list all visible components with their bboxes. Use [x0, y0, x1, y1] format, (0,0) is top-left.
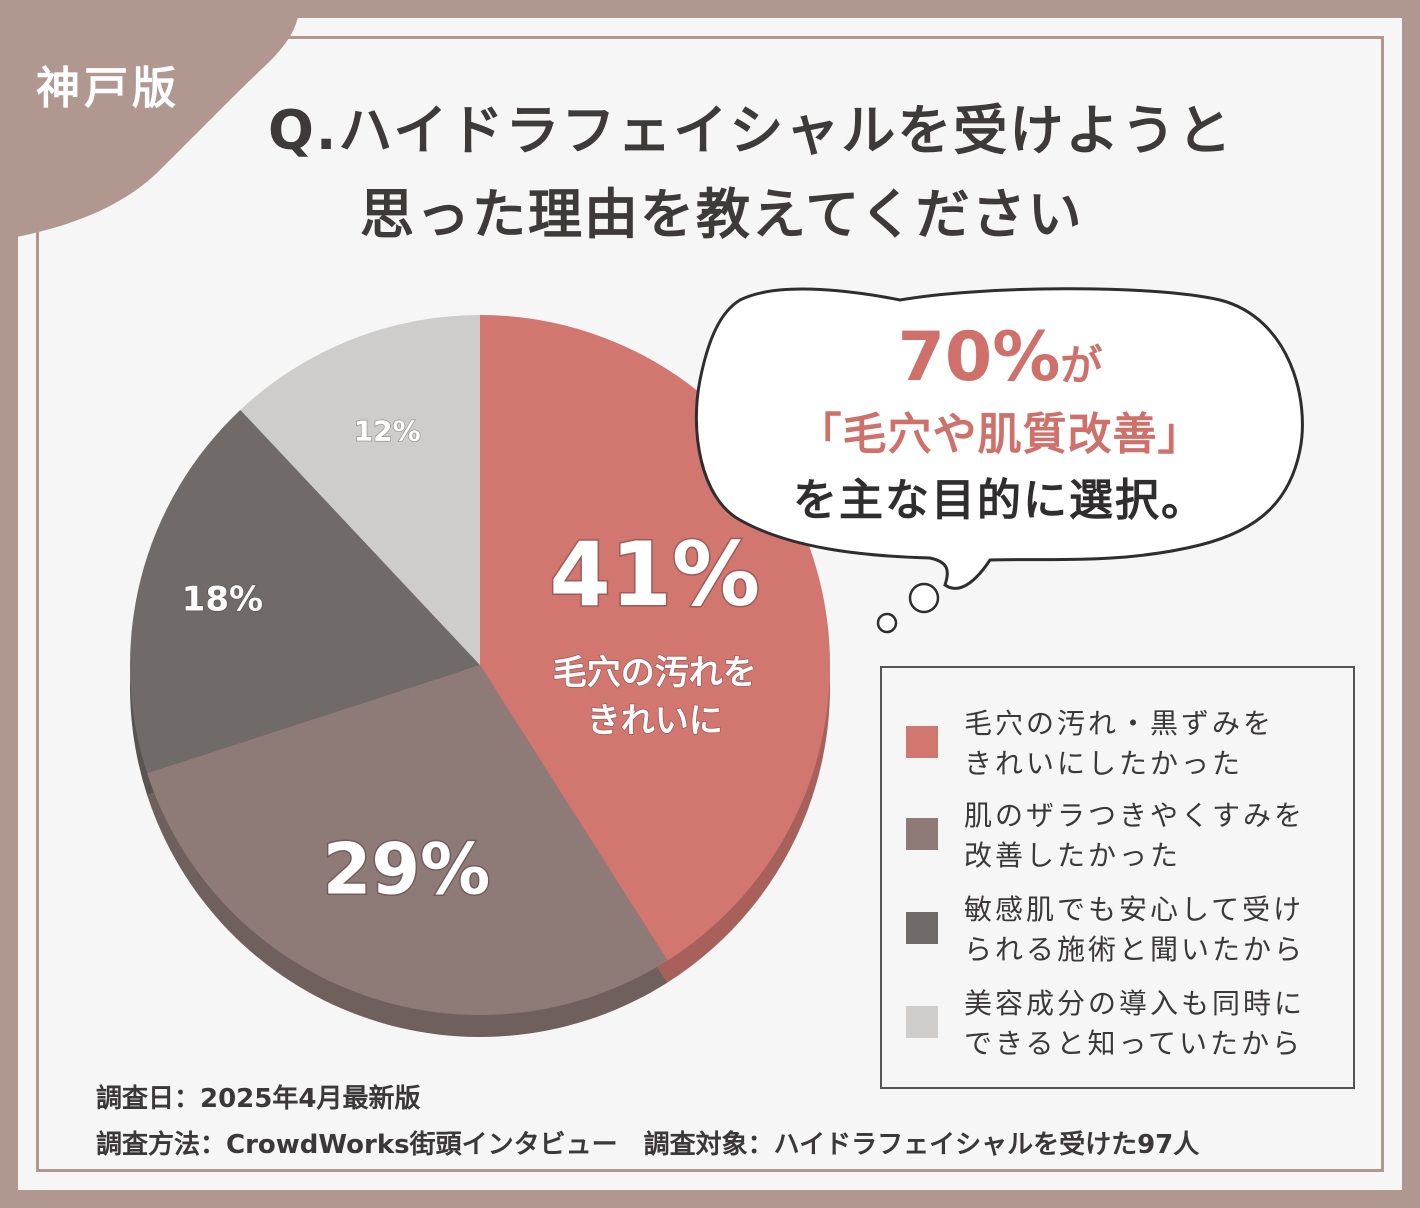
legend-item: 敏感肌でも安心して受け られる施術と聞いたから [882, 890, 1352, 970]
legend-item: 肌のザラつきやくすみを 改善したかった [882, 796, 1352, 876]
legend-swatch [906, 726, 938, 758]
slice-value-label: 18% [182, 580, 263, 620]
callout-bubble-shape [694, 287, 1304, 590]
callout-rest: を主な目的に選択。 [793, 475, 1207, 526]
pie-slice [240, 315, 480, 665]
pie-slice [147, 665, 668, 1015]
thought-dot-large [908, 582, 940, 614]
legend-swatch [906, 818, 938, 850]
corner-tab [0, 0, 300, 240]
legend-swatch [906, 1006, 938, 1038]
legend-label: 肌のザラつきやくすみを 改善したかった [964, 799, 1306, 872]
survey-date: 調査日：2025年4月最新版 [96, 1084, 421, 1114]
slice-caption-line-1: 毛穴の汚れを [553, 653, 757, 693]
legend-label: 毛穴の汚れ・黒ずみを きれいにしたかった [964, 707, 1275, 780]
callout-percent: 70% [897, 318, 1061, 397]
slice-value-label: 41% [549, 523, 760, 626]
thought-dot-small [876, 612, 898, 634]
question-title-line-2: 思った理由を教えてください [360, 183, 1084, 246]
slice-caption-line-2: きれいに [587, 701, 723, 741]
legend-label: 敏感肌でも安心して受け られる施術と聞いたから [964, 893, 1306, 966]
legend: 毛穴の汚れ・黒ずみを きれいにしたかった 肌のザラつきやくすみを 改善したかった 敏… [880, 666, 1355, 1089]
legend-swatch [906, 912, 938, 944]
callout-particle: が [1060, 341, 1103, 390]
region-badge: 神戸版 [36, 63, 180, 114]
slice-value-label: 12% [354, 414, 421, 447]
slice-value-label: 29% [323, 829, 491, 911]
legend-label: 美容成分の導入も同時に できると知っていたから [964, 987, 1306, 1060]
pie-slice [129, 409, 480, 774]
callout-line-percent: 70%が [700, 318, 1300, 397]
survey-method: 調査方法：CrowdWorks街頭インタビュー 調査対象：ハイドラフェイシャルを… [96, 1130, 1200, 1160]
question-title-line-1: Q.ハイドラフェイシャルを受けようと [268, 99, 1234, 162]
legend-item: 美容成分の導入も同時に できると知っていたから [882, 984, 1352, 1064]
inner-frame [36, 36, 1384, 1172]
callout-highlight: 「毛穴や肌質改善」 [797, 409, 1203, 460]
legend-item: 毛穴の汚れ・黒ずみを きれいにしたかった [882, 704, 1352, 784]
